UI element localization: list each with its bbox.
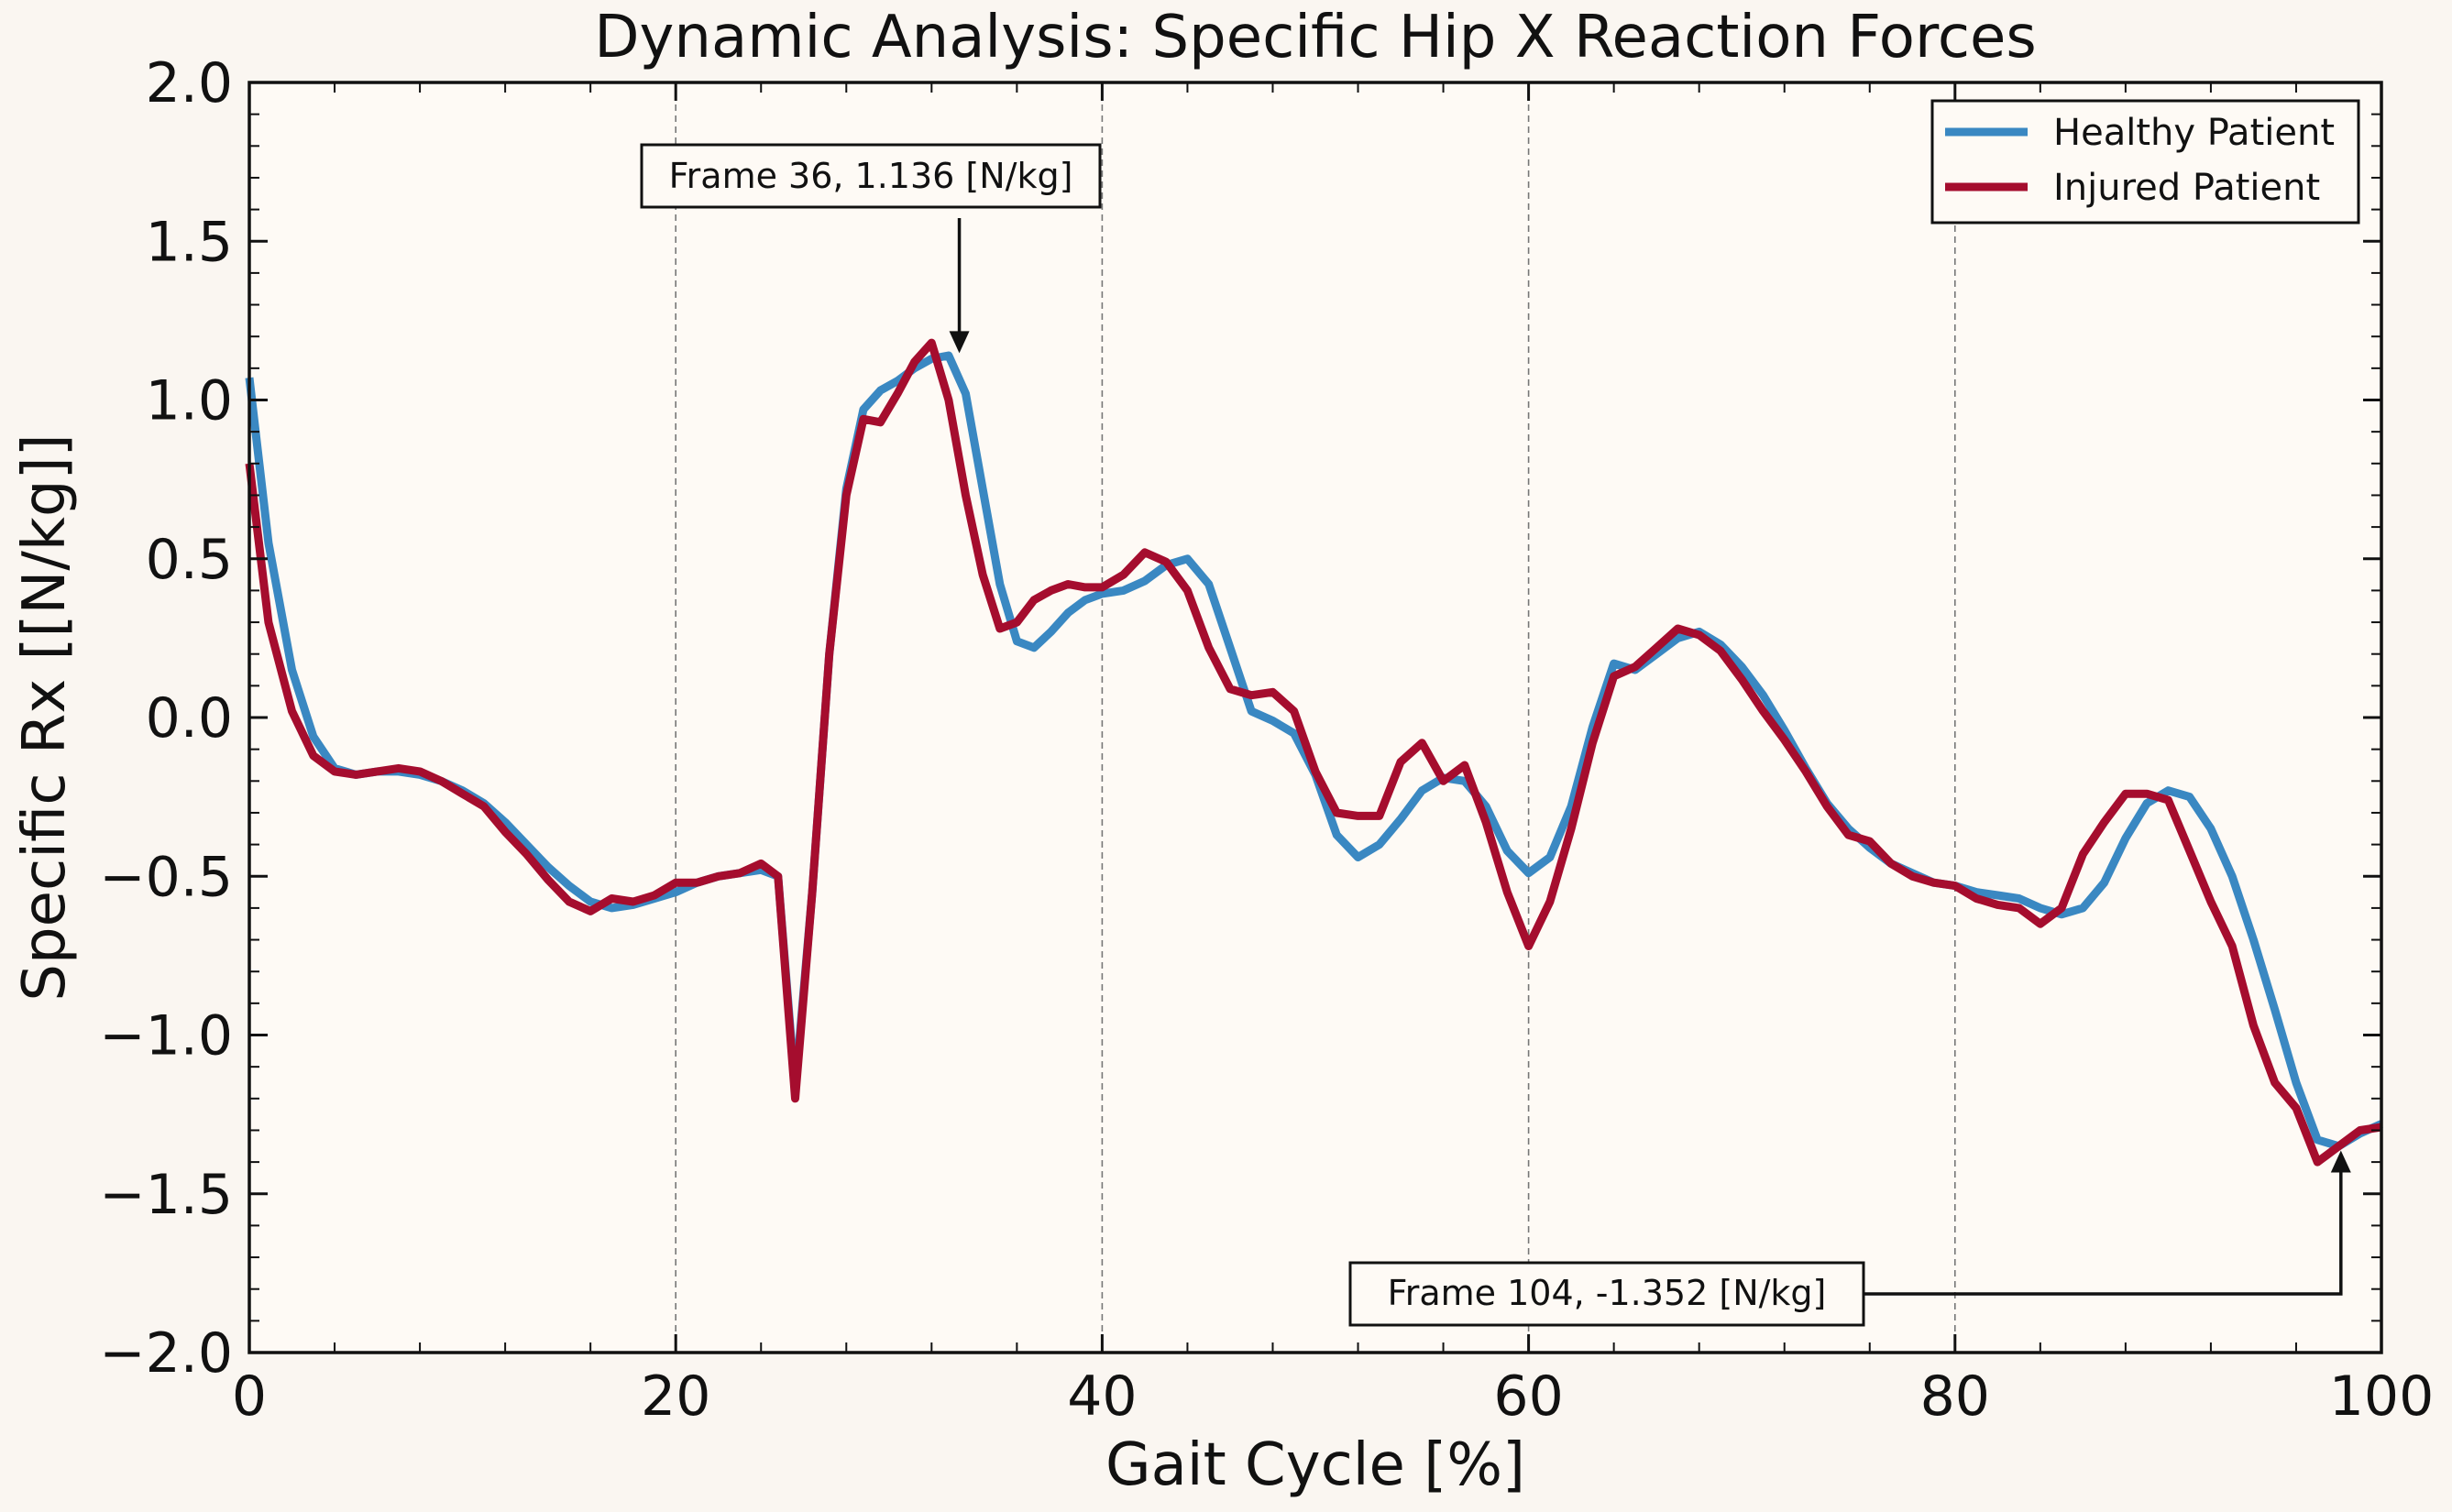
y-tick-label-5: 0.5 [146,528,233,592]
annotation-2-box [1348,1261,1865,1327]
legend-label-healthy: Healthy Patient [2053,112,2335,154]
x-axis-label: Gait Cycle [%] [1105,1431,1525,1499]
annotation-2-text: Frame 104, -1.352 [N/kg] [1388,1273,1827,1313]
x-tick-label-20: 20 [641,1364,710,1429]
legend-label-injured: Injured Patient [2053,167,2320,209]
annotation-2-arrow-shaft [1864,1170,2343,1296]
annotation-1-arrow-head [949,331,970,354]
plot-area [249,82,2381,1353]
chart-title: Dynamic Analysis: Specific Hip X Reactio… [594,4,2037,71]
x-tick-label-100: 100 [2329,1364,2435,1429]
y-tick-label-3: −0.5 [99,845,233,909]
annotation-2-arrow-head [2330,1150,2351,1173]
x-tick-label-40: 40 [1067,1364,1137,1429]
y-tick-label-6: 1.0 [146,369,233,433]
series-lines [245,338,2383,1167]
y-tick-label-0: −2.0 [99,1321,233,1386]
y-tick-label-4: 0.0 [146,686,233,751]
tick-labels: 0 20 40 60 80 100 −2.0 −1.5 −1.0 −0.5 0.0 0.5 1.0 1.5… [99,51,2434,1429]
y-tick-label-7: 1.5 [146,210,233,274]
injured-patient-line [245,338,2382,1167]
legend-box [1930,99,2360,225]
y-tick-label-2: −1.0 [99,1004,233,1068]
annotation-1-box [640,143,1102,209]
y-tick-label-1: −1.5 [99,1163,233,1227]
annotations: Frame 36, 1.136 [N/kg] Frame 104, -1.352 … [640,143,2351,1327]
gridlines [675,82,1956,1353]
x-tick-label-60: 60 [1493,1364,1563,1429]
healthy-patient-line [245,351,2383,1151]
annotation-1-text: Frame 36, 1.136 [N/kg] [669,156,1073,196]
y-axis-label: Specific Rx [[N/kg]] [11,433,79,1001]
x-tick-label-80: 80 [1920,1364,1990,1429]
legend: Healthy Patient Injured Patient [1930,99,2360,225]
x-tick-label-0: 0 [232,1364,267,1429]
plot-frame [247,81,2383,1354]
y-tick-label-8: 2.0 [146,51,233,115]
